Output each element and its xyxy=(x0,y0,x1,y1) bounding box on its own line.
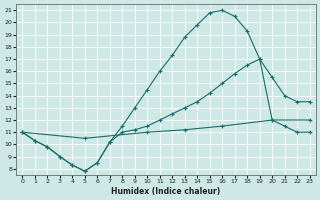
X-axis label: Humidex (Indice chaleur): Humidex (Indice chaleur) xyxy=(111,187,221,196)
